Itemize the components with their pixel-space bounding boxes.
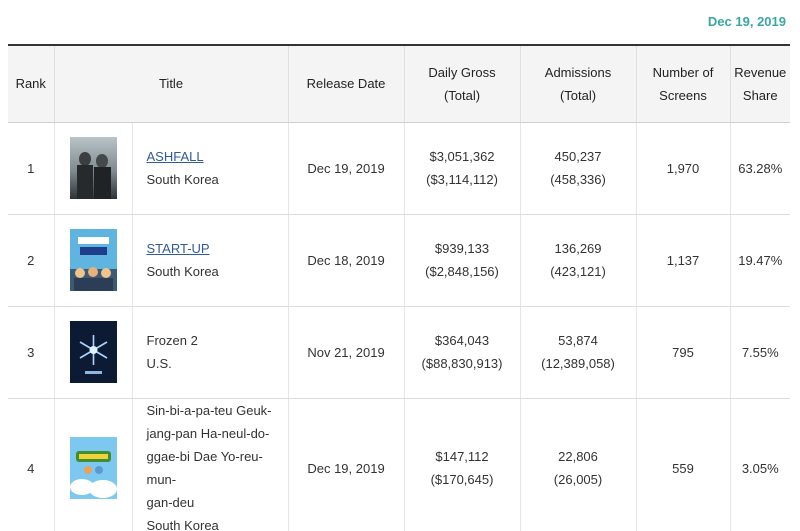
daily-gross-header: Daily Gross (Total) xyxy=(404,45,521,123)
movie-title-line: jang-pan Ha-neul-do- xyxy=(146,426,270,441)
share-cell: 19.47% xyxy=(730,214,791,307)
admissions-value: 22,806 xyxy=(558,449,598,464)
screens-cell: 795 xyxy=(636,306,731,399)
title-header: Title xyxy=(54,45,289,123)
daily-gross-cell: $939,133 ($2,848,156) xyxy=(404,214,521,307)
admissions-cell: 53,874 (12,389,058) xyxy=(520,306,637,399)
movie-poster-image[interactable] xyxy=(69,437,117,499)
daily-gross-cell: $147,112 ($170,645) xyxy=(404,398,521,531)
release-date-header-label: Release Date xyxy=(306,76,386,92)
movie-title-line: Sin-bi-a-pa-teu Geuk- xyxy=(146,403,272,418)
box-office-table: Rank Title Release Date Daily Gross (Tot… xyxy=(8,44,791,531)
admissions-header-line1: Admissions xyxy=(544,64,612,80)
share-header-line1: Revenue xyxy=(734,64,787,80)
country-label: U.S. xyxy=(146,356,172,371)
rank-cell: 1 xyxy=(8,122,55,215)
daily-gross-header-line2: (Total) xyxy=(443,87,481,103)
title-cell: ASHFALL South Korea xyxy=(132,122,289,215)
release-date-cell: Dec 19, 2019 xyxy=(288,122,405,215)
admissions-value: 450,237 xyxy=(554,149,602,164)
daily-gross-header-line1: Daily Gross xyxy=(428,64,496,80)
movie-poster-image[interactable] xyxy=(69,321,117,383)
movie-title-link[interactable]: START-UP xyxy=(146,241,210,256)
daily-gross-cell: $3,051,362 ($3,114,112) xyxy=(404,122,521,215)
date-label: Dec 19, 2019 xyxy=(707,14,786,29)
country-label: South Korea xyxy=(146,264,219,279)
total-gross-value: ($3,114,112) xyxy=(426,172,498,187)
total-gross-value: ($88,830,913) xyxy=(421,356,503,371)
movie-title-link[interactable]: ASHFALL xyxy=(146,149,204,164)
title-cell: Sin-bi-a-pa-teu Geuk- jang-pan Ha-neul-d… xyxy=(132,398,289,531)
rank-cell: 3 xyxy=(8,306,55,399)
daily-gross-value: $3,051,362 xyxy=(429,149,495,164)
total-admissions-value: (423,121) xyxy=(550,264,606,279)
rank-header: Rank xyxy=(8,45,55,123)
total-admissions-value: (12,389,058) xyxy=(541,356,615,371)
release-date-cell: Dec 19, 2019 xyxy=(288,398,405,531)
daily-gross-value: $364,043 xyxy=(434,333,490,348)
admissions-cell: 22,806 (26,005) xyxy=(520,398,637,531)
share-cell: 7.55% xyxy=(730,306,791,399)
movie-poster-image[interactable] xyxy=(69,229,117,291)
share-header-line2: Share xyxy=(742,87,778,103)
country-label: South Korea xyxy=(146,172,219,187)
screens-header: Number of Screens xyxy=(636,45,731,123)
screens-cell: 1,970 xyxy=(636,122,731,215)
title-header-label: Title xyxy=(158,76,184,92)
total-gross-value: ($2,848,156) xyxy=(425,264,499,279)
admissions-value: 53,874 xyxy=(558,333,598,348)
title-cell: START-UP South Korea xyxy=(132,214,289,307)
share-header: Revenue Share xyxy=(730,45,791,123)
admissions-value: 136,269 xyxy=(554,241,602,256)
screens-header-line2: Screens xyxy=(659,87,707,103)
daily-gross-value: $939,133 xyxy=(434,241,490,256)
release-date-cell: Nov 21, 2019 xyxy=(288,306,405,399)
release-date-header: Release Date xyxy=(288,45,405,123)
movie-title: Frozen 2 xyxy=(146,333,198,348)
table-row: 3 Frozen 2 U.S. Nov 21, 2019 xyxy=(8,306,791,399)
rank-cell: 2 xyxy=(8,214,55,307)
screens-cell: 1,137 xyxy=(636,214,731,307)
release-date-cell: Dec 18, 2019 xyxy=(288,214,405,307)
admissions-cell: 450,237 (458,336) xyxy=(520,122,637,215)
rank-header-label: Rank xyxy=(15,76,46,92)
rank-cell: 4 xyxy=(8,398,55,531)
admissions-header-line2: (Total) xyxy=(559,87,597,103)
admissions-header: Admissions (Total) xyxy=(520,45,637,123)
poster-cell xyxy=(54,214,133,307)
movie-title-line: ggae-bi Dae Yo-reu-mun- xyxy=(146,449,263,487)
total-admissions-value: (26,005) xyxy=(553,472,603,487)
movie-poster-image[interactable] xyxy=(69,137,117,199)
poster-cell xyxy=(54,398,133,531)
admissions-cell: 136,269 (423,121) xyxy=(520,214,637,307)
total-gross-value: ($170,645) xyxy=(430,472,494,487)
movie-title-line: gan-deu xyxy=(146,495,195,510)
table-header-row: Rank Title Release Date Daily Gross (Tot… xyxy=(8,45,791,123)
total-admissions-value: (458,336) xyxy=(550,172,606,187)
daily-gross-cell: $364,043 ($88,830,913) xyxy=(404,306,521,399)
country-label: South Korea xyxy=(146,518,219,531)
screens-header-line1: Number of xyxy=(652,64,714,80)
share-cell: 63.28% xyxy=(730,122,791,215)
daily-gross-value: $147,112 xyxy=(435,449,489,464)
table-row: 4 Sin-bi-a-pa-teu Geuk- jang-pan Ha-neul… xyxy=(8,398,791,531)
screens-cell: 559 xyxy=(636,398,731,531)
poster-cell xyxy=(54,306,133,399)
poster-cell xyxy=(54,122,133,215)
table-row: 2 START-UP South Korea Dec 18, 2019 xyxy=(8,214,791,307)
share-cell: 3.05% xyxy=(730,398,791,531)
title-cell: Frozen 2 U.S. xyxy=(132,306,289,399)
table-row: 1 ASH xyxy=(8,122,791,215)
